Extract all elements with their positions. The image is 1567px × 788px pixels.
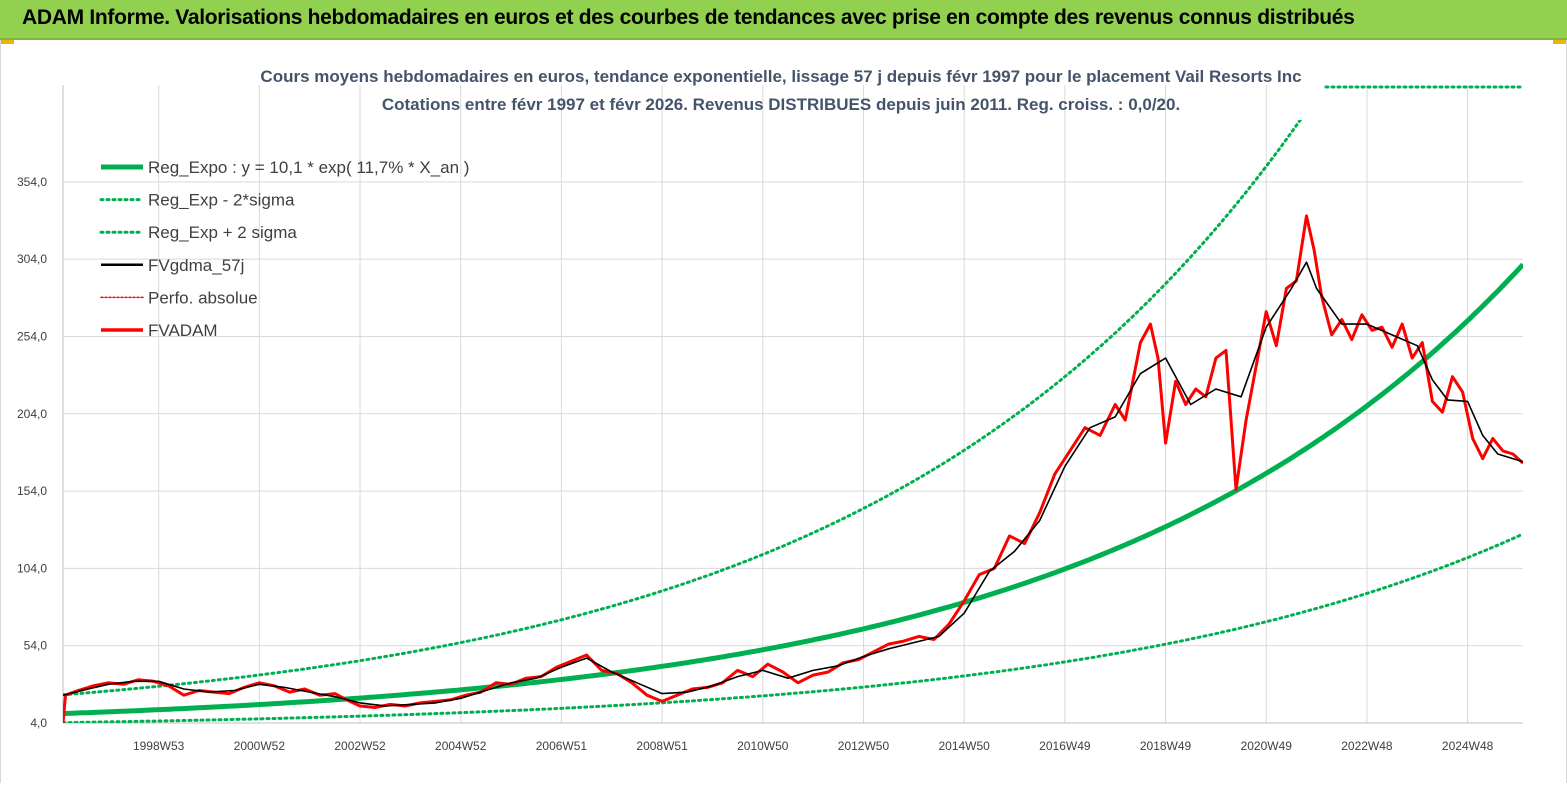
x-tick-label: 2014W50 — [938, 739, 990, 753]
legend: Reg_Expo : y = 10,1 * exp( 11,7% * X_an … — [101, 87, 1523, 340]
x-tick-label: 1998W53 — [133, 739, 185, 753]
x-tick-label: 2024W48 — [1442, 739, 1494, 753]
x-tick-label: 2004W52 — [435, 739, 487, 753]
legend-label-reg-main: Reg_Expo : y = 10,1 * exp( 11,7% * X_an … — [148, 158, 469, 177]
reg-lower-line — [63, 534, 1523, 723]
axes: 4,0 54,0 104,0 154,0 204,0 254,0 304,0 354,0 199… — [17, 85, 1523, 753]
x-tick-label: 2002W52 — [334, 739, 386, 753]
x-tick-label: 2016W49 — [1039, 739, 1091, 753]
smoothed-line — [63, 262, 1523, 706]
x-tick-label: 2020W49 — [1241, 739, 1293, 753]
x-tick-label: 2018W49 — [1140, 739, 1192, 753]
y-tick-label: 154,0 — [17, 484, 47, 498]
reg-main-line — [63, 265, 1523, 714]
price-line — [63, 216, 1523, 723]
page-title: ADAM Informe. Valorisations hebdomadaire… — [22, 6, 1355, 30]
x-tick-label: 2022W48 — [1341, 739, 1393, 753]
chart-svg: 4,0 54,0 104,0 154,0 204,0 254,0 304,0 354,0 199… — [1, 40, 1566, 783]
y-tick-label: 304,0 — [17, 252, 47, 266]
x-tick-label: 2008W51 — [636, 739, 688, 753]
legend-label-smooth: FVgdma_57j — [148, 256, 244, 275]
chart-title-line1: Cours moyens hebdomadaires en euros, ten… — [260, 67, 1301, 86]
series — [63, 40, 1523, 723]
x-tick-label: 2010W50 — [737, 739, 789, 753]
chart-frame: 4,0 54,0 104,0 154,0 204,0 254,0 304,0 354,0 199… — [0, 40, 1567, 783]
x-tick-label: 2012W50 — [838, 739, 890, 753]
reg-upper-line — [63, 40, 1523, 695]
chart-title-line2: Cotations entre févr 1997 et févr 2026. … — [382, 95, 1180, 114]
x-tick-label: 2000W52 — [234, 739, 286, 753]
chart-title-group: Cours moyens hebdomadaires en euros, ten… — [260, 67, 1301, 114]
x-tick-label: 2006W51 — [536, 739, 588, 753]
y-tick-label: 354,0 — [17, 175, 47, 189]
y-tick-label: 4,0 — [30, 716, 47, 730]
legend-label-perfo: Perfo. absolue — [148, 288, 258, 307]
y-tick-label: 204,0 — [17, 407, 47, 421]
header-banner: ADAM Informe. Valorisations hebdomadaire… — [0, 0, 1567, 40]
legend-label-reg-low: Reg_Exp - 2*sigma — [148, 191, 295, 210]
y-tick-label: 104,0 — [17, 561, 47, 575]
grid — [63, 85, 1523, 723]
legend-label-reg-high: Reg_Exp + 2 sigma — [148, 223, 297, 242]
y-tick-label: 254,0 — [17, 329, 47, 343]
y-tick-label: 54,0 — [24, 639, 48, 653]
legend-label-price: FVADAM — [148, 321, 218, 340]
